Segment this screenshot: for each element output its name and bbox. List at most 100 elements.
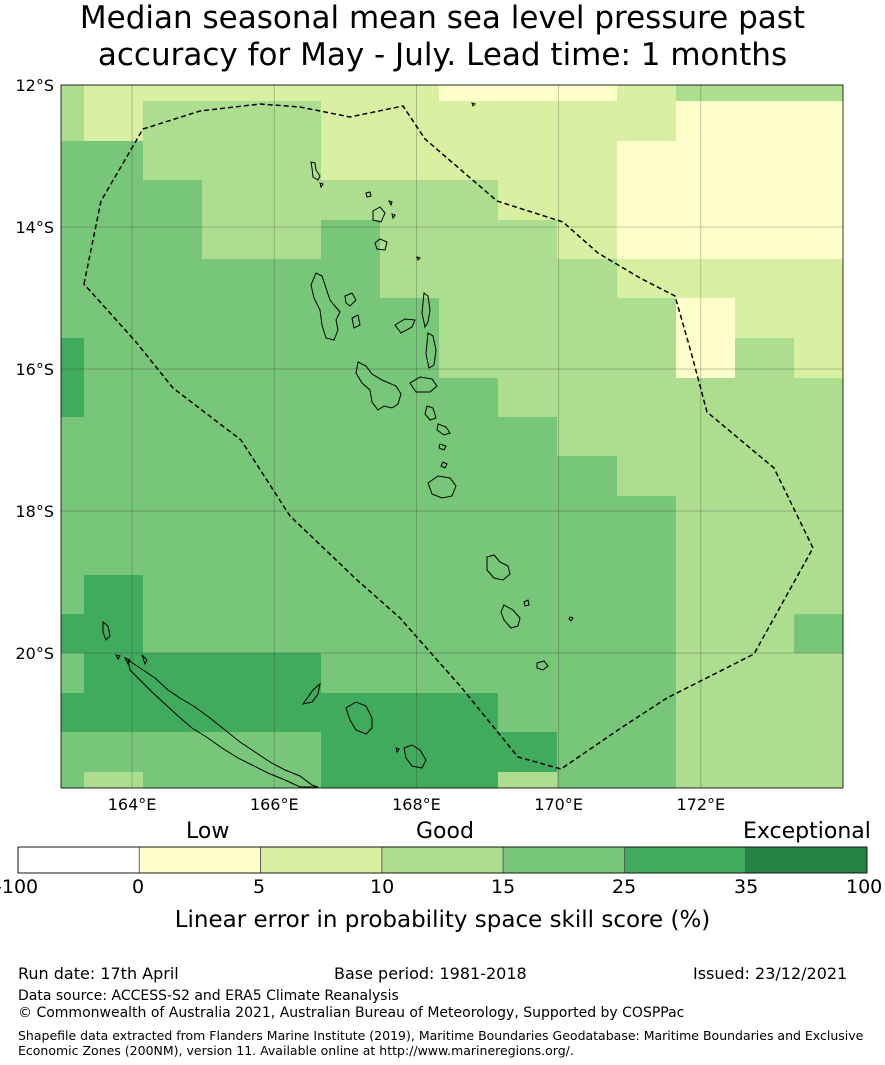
grid-cell <box>676 693 736 733</box>
grid-cell <box>676 259 736 299</box>
coastline-malekula <box>355 361 402 411</box>
grid-cell <box>676 180 736 221</box>
grid-cell <box>321 220 381 260</box>
grid-cell <box>202 378 263 418</box>
grid-cell <box>439 85 499 102</box>
grid-cell <box>262 456 322 497</box>
coastline-epi <box>436 423 451 436</box>
grid-cell <box>794 180 844 221</box>
lon-tick-label: 166°E <box>250 795 299 814</box>
grid-cell <box>439 141 499 181</box>
grid-cell <box>202 614 263 654</box>
coastline-aniwa-futuna <box>523 599 574 622</box>
grid-cell <box>321 575 381 615</box>
grid-cell <box>202 693 263 733</box>
grid-cell <box>617 101 677 142</box>
grid-cell <box>794 653 844 694</box>
coastline-tanna <box>500 604 521 629</box>
grid-cell <box>321 338 381 379</box>
grid-cell <box>321 653 381 694</box>
colorbar-segment <box>502 846 625 874</box>
grid-cell <box>84 614 144 654</box>
grid-cell <box>439 180 499 221</box>
grid-cell <box>439 101 499 142</box>
coastline-torres-banks <box>310 102 476 261</box>
grid-cell <box>794 141 844 181</box>
grid-cell <box>61 535 85 576</box>
coastline-ambae <box>394 318 416 334</box>
grid-cell <box>143 259 203 299</box>
grid-cell <box>794 259 844 299</box>
grid-cell <box>439 575 499 615</box>
title-line-2: accuracy for May - July. Lead time: 1 mo… <box>97 37 788 73</box>
grid-cell <box>202 653 263 694</box>
grid-cell <box>557 141 618 181</box>
grid-cell <box>380 85 440 102</box>
data-source: Data source: ACCESS-S2 and ERA5 Climate … <box>18 988 399 1004</box>
coastline-erromango <box>486 554 511 581</box>
grid-cell <box>498 732 558 773</box>
grid-cell <box>617 378 677 418</box>
grid-cell <box>61 614 85 654</box>
lat-tick-label: 20°S <box>15 644 54 663</box>
grid-cell <box>61 85 85 102</box>
grid-cell <box>262 378 322 418</box>
grid-cell <box>439 259 499 299</box>
grid-cell <box>84 456 144 497</box>
grid-cell <box>84 575 144 615</box>
grid-cell <box>735 732 795 773</box>
coastline-maewo <box>421 292 431 329</box>
grid-cell <box>735 535 795 576</box>
grid-cell <box>321 259 381 299</box>
grid-cell <box>617 298 677 339</box>
grid-cell <box>321 614 381 654</box>
grid-cell <box>202 180 263 221</box>
grid-cell <box>84 101 144 142</box>
grid-cell <box>262 220 322 260</box>
grid-cell <box>202 772 263 789</box>
grid-cell <box>439 456 499 497</box>
grid-cell <box>439 614 499 654</box>
coastline-new-caledonia <box>127 658 319 788</box>
grid-cell <box>794 101 844 142</box>
grid-cell <box>794 496 844 536</box>
grid-cell <box>262 338 322 379</box>
grid-cell <box>617 141 677 181</box>
grid-cell <box>202 535 263 576</box>
grid-cell <box>498 101 558 142</box>
grid-cell <box>84 180 144 221</box>
grid-cell <box>794 456 844 497</box>
coastline-ambrym <box>409 376 438 393</box>
grid-cell <box>262 535 322 576</box>
grid-cell <box>498 456 558 497</box>
grid-cell <box>202 298 263 339</box>
grid-cell <box>321 101 381 142</box>
legend-tick: 0 <box>132 876 145 898</box>
grid-cell <box>676 732 736 773</box>
grid-cell <box>262 141 322 181</box>
grid-cell <box>498 575 558 615</box>
grid-cell <box>262 298 322 339</box>
run-date: Run date: 17th April <box>18 964 179 983</box>
grid-cell <box>143 614 203 654</box>
grid-cell <box>676 141 736 181</box>
legend-tick: 25 <box>612 876 637 898</box>
grid-cell <box>676 772 736 789</box>
grid-cell <box>439 338 499 379</box>
grid-cell <box>557 180 618 221</box>
grid-cell <box>262 85 322 102</box>
grid-cell <box>794 575 844 615</box>
grid-cell <box>380 259 440 299</box>
grid-cell <box>498 653 558 694</box>
lat-tick-label: 18°S <box>15 502 54 521</box>
grid-cell <box>61 259 85 299</box>
grid-cell <box>557 575 618 615</box>
grid-cell <box>321 85 381 102</box>
grid-cell <box>735 614 795 654</box>
grid-cell <box>794 772 844 789</box>
grid-cell <box>262 417 322 457</box>
grid-cell <box>794 338 844 379</box>
grid-cell <box>202 259 263 299</box>
grid-cell <box>617 85 677 102</box>
